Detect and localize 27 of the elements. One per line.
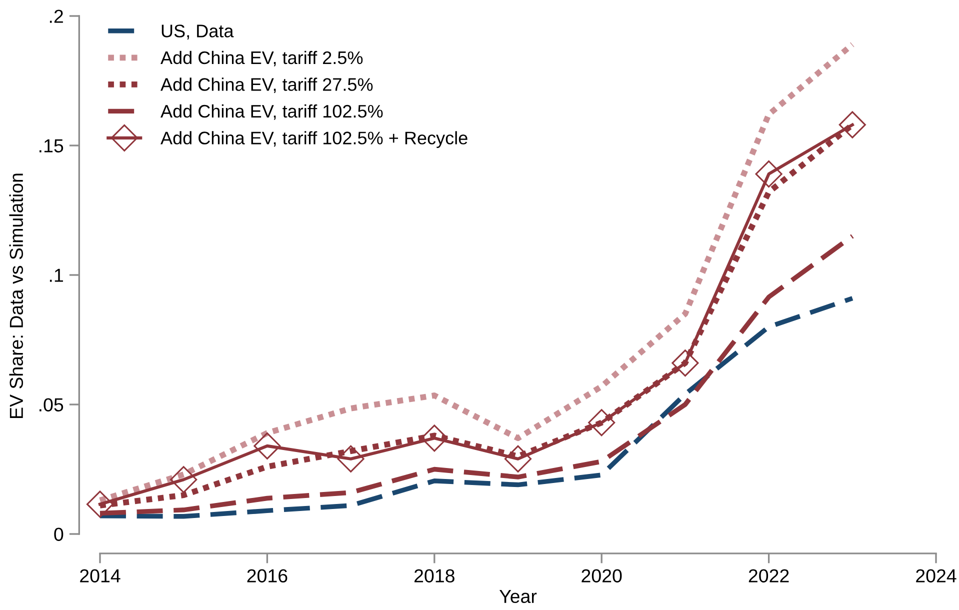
point [755, 160, 782, 188]
x-tick-label: 2020 [582, 569, 622, 582]
point [337, 445, 364, 472]
x-tick-label: 2014 [80, 569, 120, 582]
y-tick-label: .15 [40, 139, 64, 152]
legend-label: Add China EV, tariff 102.5% [160, 104, 383, 120]
point [86, 490, 114, 518]
y-tick-label: 0 [54, 528, 64, 541]
point [672, 350, 699, 377]
legend-label: US, Data [162, 24, 234, 40]
legend-label: Add China EV, tariff 2.5% [160, 50, 363, 66]
y-tick-label: .1 [50, 268, 63, 282]
x-tick-label: 2022 [748, 569, 789, 582]
x-tick-label: 2024 [916, 569, 956, 582]
x-axis-title: Year [499, 590, 537, 604]
x-tick-label: 2016 [247, 569, 288, 582]
y-axis-title: EV Share: Data vs Simulation [9, 174, 24, 418]
point [254, 432, 281, 460]
legend-label: Add China EV, tariff 102.5% + Recycle [160, 131, 468, 148]
point [588, 409, 616, 436]
y-tick-label: .2 [50, 10, 63, 23]
point [170, 466, 198, 494]
y-tick-label: .05 [40, 398, 64, 412]
legend-label: Add China EV, tariff 27.5% [160, 78, 373, 94]
point [838, 111, 866, 138]
x-tick-label: 2018 [414, 569, 454, 582]
point [504, 445, 532, 472]
